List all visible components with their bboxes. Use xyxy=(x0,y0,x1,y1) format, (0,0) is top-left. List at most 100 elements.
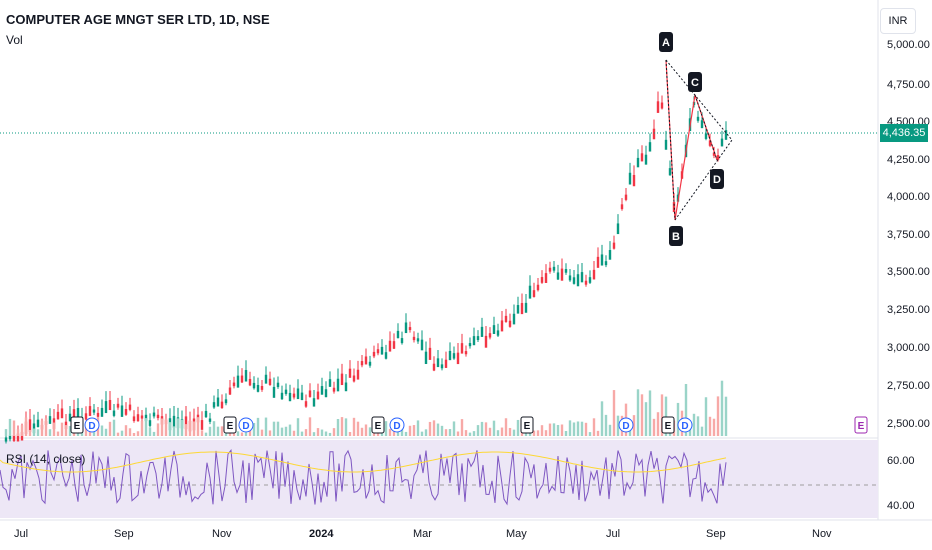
candle-body xyxy=(448,350,452,361)
candle-body xyxy=(480,326,484,337)
volume-bar xyxy=(440,425,444,436)
volume-bar xyxy=(644,402,648,436)
event-marker-label: E xyxy=(665,421,672,432)
candle-body xyxy=(452,353,456,359)
rsi-label[interactable]: RSI (14, close) xyxy=(6,452,86,466)
candle-body xyxy=(132,416,136,422)
candle-body xyxy=(596,256,600,268)
volume-bar xyxy=(240,432,244,436)
volume-bar xyxy=(652,418,656,436)
volume-bar xyxy=(532,430,536,436)
volume-bar xyxy=(252,422,256,436)
earnings-marker xyxy=(661,416,675,434)
candle-body xyxy=(336,378,340,392)
volume-bar xyxy=(684,383,688,436)
volume-bar xyxy=(112,419,116,436)
volume-bar xyxy=(360,427,364,436)
candle-body xyxy=(308,390,312,397)
candle-body xyxy=(720,138,724,147)
volume-bar xyxy=(404,431,408,436)
candle-body xyxy=(524,302,528,313)
volume-bar xyxy=(472,431,476,436)
candle-body xyxy=(204,410,208,418)
volume-bar xyxy=(364,424,368,436)
candle-body xyxy=(384,352,388,359)
candle-body xyxy=(12,435,16,441)
candle-body xyxy=(488,333,492,338)
volume-bar xyxy=(548,423,552,436)
candle-body xyxy=(432,363,436,371)
volume-bar xyxy=(300,431,304,436)
candle-body xyxy=(88,406,92,416)
volume-bar xyxy=(704,397,708,436)
volume-bar xyxy=(272,421,276,436)
pattern-trendline xyxy=(674,139,733,221)
volume-bar xyxy=(556,424,560,436)
volume-bar xyxy=(164,418,168,436)
candle-body xyxy=(60,408,64,419)
candle-body xyxy=(372,351,376,357)
rsi-axis-label: 40.00 xyxy=(887,500,915,512)
candle-body xyxy=(600,254,604,266)
candle-body xyxy=(400,338,404,344)
candle-body xyxy=(240,375,244,383)
time-axis-label: Nov xyxy=(812,528,832,540)
volume-bar xyxy=(612,390,616,436)
rsi-line xyxy=(0,449,727,506)
volume-bar xyxy=(584,422,588,436)
candle-body xyxy=(388,340,392,352)
candle-body xyxy=(28,419,32,432)
candle-body xyxy=(304,401,308,407)
candle-body xyxy=(272,386,276,398)
volume-bar xyxy=(456,431,460,436)
dividend-marker xyxy=(389,417,405,433)
candle-body xyxy=(572,277,576,284)
volume-bar xyxy=(716,396,720,436)
volume-bar xyxy=(384,421,388,436)
volume-bar xyxy=(152,431,156,436)
candle-body xyxy=(588,277,592,283)
dividend-marker xyxy=(238,417,254,433)
candle-body xyxy=(228,387,232,395)
rsi-ma-line xyxy=(0,451,727,473)
candle-body xyxy=(328,379,332,387)
currency-button[interactable]: INR xyxy=(880,8,916,34)
volume-bar xyxy=(236,431,240,436)
candle-body xyxy=(392,341,396,349)
candle-body xyxy=(444,359,448,368)
volume-bar xyxy=(476,425,480,436)
pattern-point-badge xyxy=(688,72,702,92)
volume-bar xyxy=(496,430,500,436)
candle-body xyxy=(472,336,476,346)
pattern-point-label: C xyxy=(691,77,699,89)
volume-bar xyxy=(420,431,424,436)
candle-body xyxy=(320,386,324,395)
volume-bar xyxy=(516,419,520,436)
candle-body xyxy=(536,284,540,291)
candle-body xyxy=(56,411,60,420)
candle-body xyxy=(364,356,368,365)
candle-body xyxy=(32,423,36,434)
candle-body xyxy=(124,409,128,415)
time-axis-label: 2024 xyxy=(309,528,334,540)
volume-bar xyxy=(708,416,712,436)
volume-bar xyxy=(40,420,44,436)
candle-body xyxy=(616,223,620,235)
volume-bar xyxy=(20,425,24,436)
candle-body xyxy=(256,385,260,392)
volume-bar xyxy=(648,390,652,436)
volume-bar xyxy=(700,426,704,436)
volume-bar xyxy=(148,427,152,436)
candle-body xyxy=(120,405,124,417)
pattern-trendline xyxy=(694,94,718,161)
candle-body xyxy=(708,140,712,146)
event-marker-label: E xyxy=(858,421,865,432)
volume-bar xyxy=(280,427,284,436)
volume-bar xyxy=(544,430,548,436)
candle-body xyxy=(48,416,52,424)
symbol-title[interactable]: COMPUTER AGE MNGT SER LTD, 1D, NSE xyxy=(6,12,270,27)
candle-body xyxy=(696,116,700,121)
candle-body xyxy=(348,368,352,378)
volume-label[interactable]: Vol xyxy=(6,33,23,47)
